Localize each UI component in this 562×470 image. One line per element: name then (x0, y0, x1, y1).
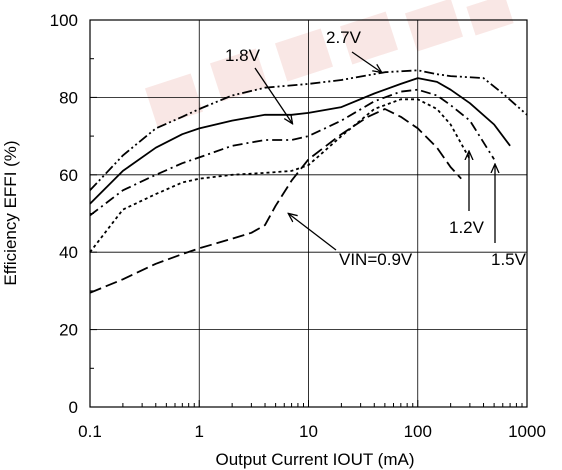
minor-ticks (89, 19, 523, 408)
x-tick-label: 10 (299, 422, 318, 441)
y-tick-label: 80 (59, 88, 78, 107)
y-tick-label: 0 (69, 398, 78, 417)
series-line (89, 69, 528, 191)
x-tick-label: 1 (195, 422, 204, 441)
series-lines (89, 69, 528, 294)
watermark (144, 0, 514, 127)
annotation-label: 1.5V (491, 250, 527, 269)
series-line (89, 77, 511, 205)
y-tick-label: 100 (50, 11, 78, 30)
annotation-label: VIN=0.9V (339, 250, 413, 269)
x-tick-label: 100 (404, 422, 432, 441)
annotation-label: 1.8V (225, 46, 261, 65)
x-tick-label: 1000 (508, 422, 546, 441)
y-axis-title: Efficiency EFFI (%) (1, 140, 20, 285)
x-axis-title: Output Current IOUT (mA) (215, 450, 414, 469)
annotation-arrow (254, 67, 292, 123)
annotation-label: 2.7V (326, 28, 362, 47)
series-line (89, 108, 462, 294)
series-line (89, 98, 471, 253)
annotation-arrow (289, 214, 337, 251)
y-tick-label: 60 (59, 166, 78, 185)
y-tick-labels: 0 20 40 60 80 100 (50, 11, 78, 417)
annotation-arrow (351, 51, 381, 72)
x-tick-label: 0.1 (78, 422, 102, 441)
annotation-label: 1.2V (449, 218, 485, 237)
x-tick-labels: 0.1 1 10 100 1000 (78, 422, 546, 441)
annotations: 2.7V 1.8V 1.2V 1.5V VIN=0.9V (225, 28, 527, 269)
gridlines (90, 20, 527, 407)
series-line (89, 88, 495, 217)
y-tick-label: 40 (59, 243, 78, 262)
y-tick-label: 20 (59, 321, 78, 340)
